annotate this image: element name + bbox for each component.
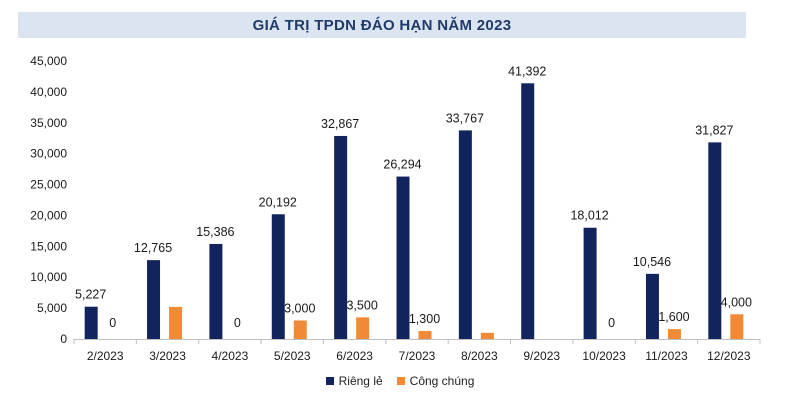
- legend-swatch-rieng-le: [325, 377, 334, 385]
- data-label-rieng-le: 10,546: [633, 255, 671, 269]
- data-label-rieng-le: 12,765: [134, 241, 172, 255]
- bar-rieng-le: [458, 130, 472, 339]
- legend-item-rieng-le: Riêng lẻ: [325, 374, 383, 388]
- bar-rieng-le: [708, 142, 722, 339]
- bar-rieng-le: [334, 135, 348, 339]
- x-tick-label: 12/2023: [707, 349, 751, 363]
- legend: Riêng lẻ Công chúng: [0, 374, 800, 388]
- y-tick-label: 15,000: [30, 239, 67, 253]
- legend-label-rieng-le: Riêng lẻ: [338, 374, 383, 388]
- x-tick-label: 4/2023: [212, 349, 249, 363]
- data-label-cong-chung: 3,000: [284, 301, 315, 315]
- data-label-cong-chung: 0: [608, 316, 615, 330]
- x-tick-label: 5/2023: [274, 349, 311, 363]
- data-label-rieng-le: 18,012: [570, 209, 608, 223]
- x-tick-label: 11/2023: [645, 349, 688, 363]
- y-tick-label: 10,000: [30, 270, 67, 284]
- bar-rieng-le: [84, 306, 98, 339]
- bar-cong-chung: [169, 306, 183, 339]
- data-label-cong-chung: 3,500: [346, 298, 377, 312]
- y-tick-label: 5,000: [37, 301, 67, 315]
- chart-title: GIÁ TRỊ TPDN ĐÁO HẠN NĂM 2023: [252, 16, 512, 34]
- x-tick-label: 2/2023: [87, 349, 124, 363]
- bar-cong-chung: [418, 330, 432, 339]
- data-label-rieng-le: 5,227: [75, 288, 106, 302]
- x-tick-label: 7/2023: [399, 349, 436, 363]
- bar-cong-chung: [293, 320, 307, 339]
- y-tick-label: 35,000: [30, 116, 67, 130]
- y-tick-label: 20,000: [30, 208, 67, 222]
- data-label-rieng-le: 15,386: [196, 225, 234, 239]
- bar-rieng-le: [396, 176, 410, 339]
- chart-title-bar: GIÁ TRỊ TPDN ĐÁO HẠN NĂM 2023: [18, 12, 746, 38]
- bar-rieng-le: [209, 243, 223, 339]
- legend-item-cong-chung: Công chúng: [396, 374, 475, 388]
- bar-rieng-le: [583, 227, 597, 339]
- data-label-rieng-le: 20,192: [259, 195, 297, 209]
- x-tick-label: 10/2023: [582, 349, 626, 363]
- x-tick-label: 9/2023: [523, 349, 560, 363]
- data-label-rieng-le: 41,392: [508, 64, 546, 78]
- bar-rieng-le: [645, 273, 659, 339]
- y-tick-label: 45,000: [30, 54, 67, 68]
- legend-label-cong-chung: Công chúng: [409, 374, 475, 388]
- data-label-rieng-le: 26,294: [383, 158, 421, 172]
- bar-cong-chung: [730, 314, 744, 339]
- bar-rieng-le: [147, 260, 161, 339]
- legend-swatch-cong-chung: [396, 377, 405, 385]
- x-tick-label: 3/2023: [149, 349, 186, 363]
- bar-rieng-le: [521, 83, 535, 339]
- data-label-cong-chung: 4,000: [721, 295, 752, 309]
- x-tick-label: 8/2023: [461, 349, 498, 363]
- bar-cong-chung: [480, 332, 494, 339]
- data-label-rieng-le: 31,827: [695, 123, 733, 137]
- data-label-cong-chung: 1,300: [409, 312, 440, 326]
- bar-chart: 0 5,000 10,000 15,000 20,000 25,000 30,000 35,0…: [30, 54, 761, 363]
- data-label-cong-chung: 0: [109, 316, 116, 330]
- data-label-cong-chung: 1,600: [658, 310, 689, 324]
- data-label-rieng-le: 33,767: [446, 111, 484, 125]
- data-label-rieng-le: 32,867: [321, 117, 359, 131]
- bar-cong-chung: [356, 317, 370, 339]
- y-tick-label: 30,000: [30, 147, 67, 161]
- bar-rieng-le: [271, 214, 285, 339]
- x-tick-label: 6/2023: [336, 349, 373, 363]
- y-tick-label: 0: [60, 332, 67, 346]
- data-label-cong-chung: 0: [234, 316, 241, 330]
- y-tick-label: 25,000: [30, 178, 67, 192]
- bar-cong-chung: [667, 329, 681, 339]
- y-tick-label: 40,000: [30, 85, 67, 99]
